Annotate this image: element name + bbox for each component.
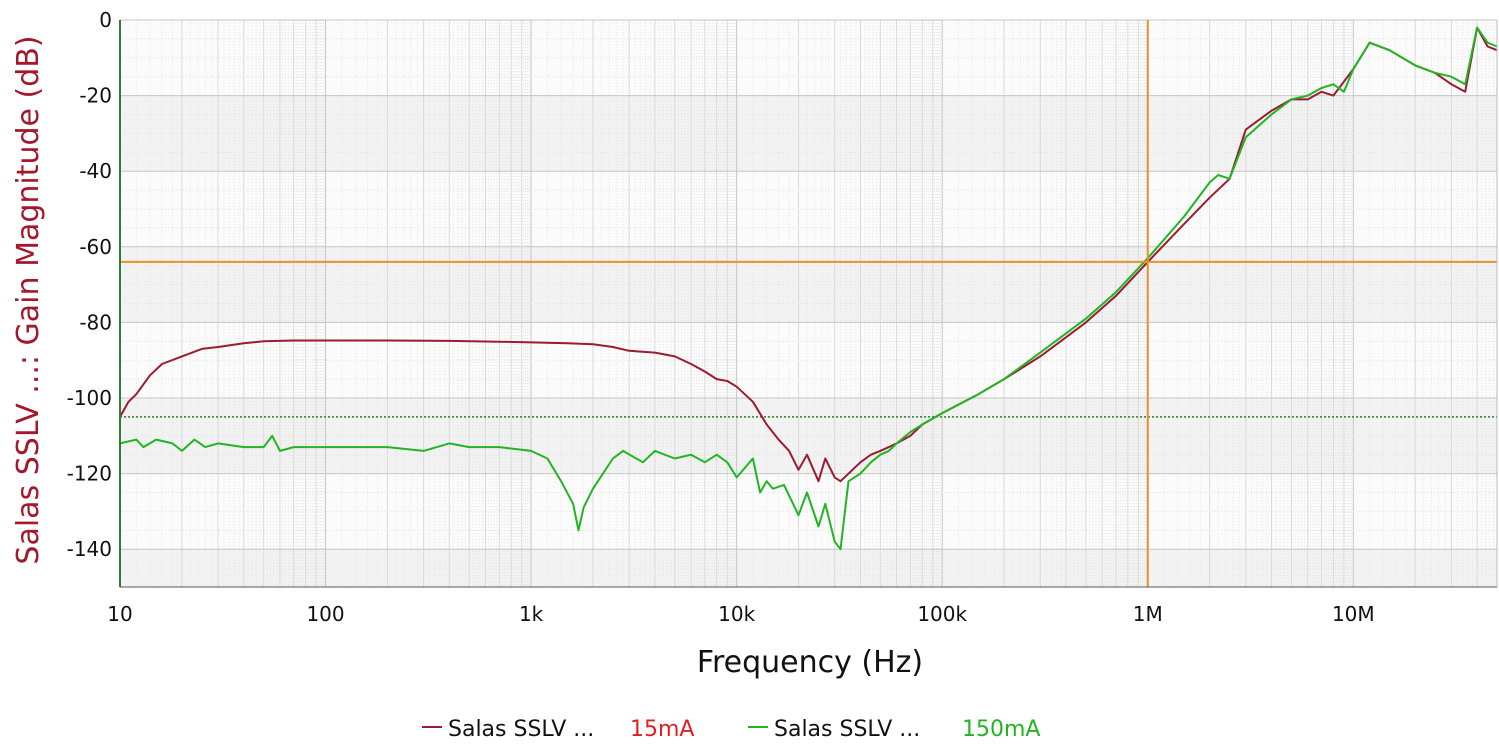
y-tick-label: 0	[99, 8, 112, 32]
x-tick-label: 10	[107, 602, 132, 626]
series-line-1	[119, 26, 1498, 483]
legend-label-1: Salas SSLV ...	[448, 717, 594, 742]
x-tick-label: 10M	[1332, 602, 1375, 626]
grid-band	[120, 473, 1497, 550]
x-axis-title: Frequency (Hz)	[697, 645, 923, 680]
y-tick-label: -140	[67, 537, 112, 561]
y-tick-label: -120	[67, 462, 112, 486]
grid-band	[120, 549, 1497, 587]
legend-tag-2: 150mA	[962, 717, 1040, 742]
legend-label-2: Salas SSLV ...	[774, 717, 920, 742]
x-tick-labels: 10 100 1k 10k 100k 1M 10M	[107, 602, 1374, 626]
y-tick-label: -100	[67, 386, 112, 410]
y-tick-labels: 0 -20 -40 -60 -80 -100 -120 -140	[67, 8, 112, 561]
x-tick-label: 1M	[1133, 602, 1163, 626]
grid-band	[120, 398, 1497, 474]
y-tick-label: -80	[79, 310, 112, 334]
x-tick-label: 1k	[519, 602, 544, 626]
plot-frame	[119, 20, 1498, 588]
y-tick-label: -60	[79, 235, 112, 259]
x-tick-label: 100k	[917, 602, 967, 626]
plot-background-bands	[120, 20, 1497, 587]
y-tick-label: -40	[79, 159, 112, 183]
legend-tag-1: 15mA	[630, 717, 694, 742]
grid-band	[120, 95, 1497, 172]
x-tick-label: 10k	[718, 602, 755, 626]
x-tick-label: 100	[306, 602, 344, 626]
legend: Salas SSLV ... 15mA Salas SSLV ... 150mA	[422, 717, 1040, 742]
grid-band	[120, 171, 1497, 247]
y-axis-title: Salas SSLV ...: Gain Magnitude (dB)	[11, 35, 46, 564]
y-tick-label: -20	[79, 84, 112, 108]
series-line-2	[119, 26, 1498, 551]
series-lines	[119, 26, 1498, 551]
cursor-crosshair[interactable]	[120, 20, 1497, 587]
grid-band	[120, 322, 1497, 398]
grid-band	[120, 20, 1497, 96]
grid-band	[120, 246, 1497, 323]
